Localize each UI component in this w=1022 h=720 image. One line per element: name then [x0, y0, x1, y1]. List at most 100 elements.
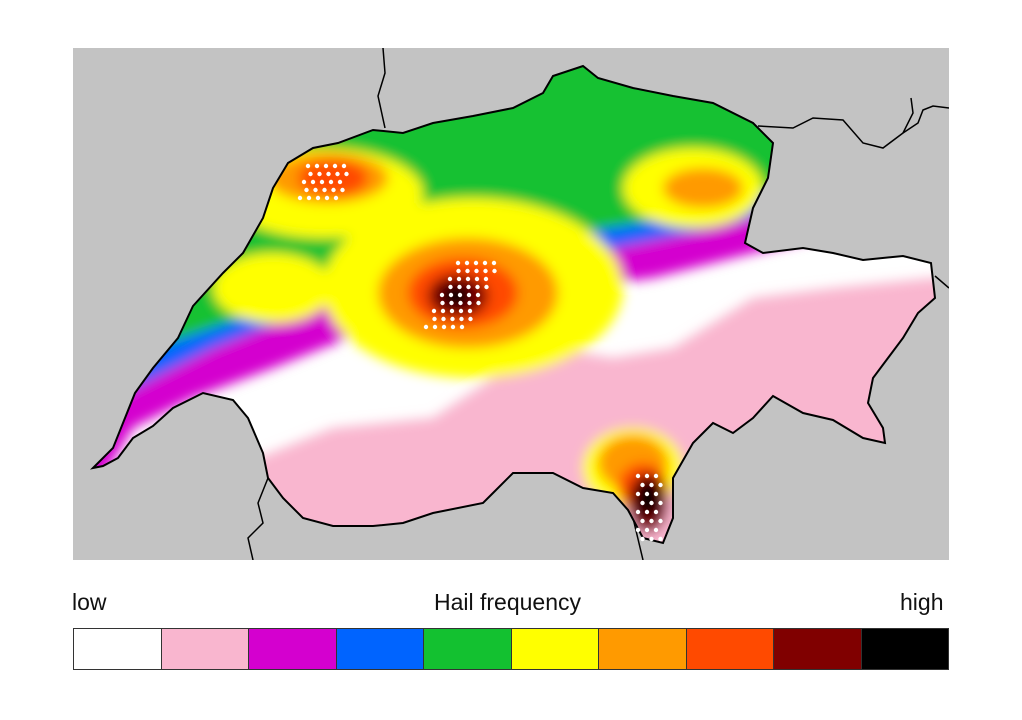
hotspot-central-dot	[473, 260, 479, 266]
hotspot-central-dot	[439, 292, 445, 298]
hotspot-central-dot	[448, 284, 453, 290]
legend-class-6	[599, 629, 687, 669]
color-scale-legend	[73, 628, 949, 670]
hotspot-jura-dot	[305, 163, 311, 169]
hotspot-central-dot	[450, 316, 455, 322]
hotspot-jura-dot	[317, 171, 322, 177]
hotspot-central-dot	[459, 316, 464, 322]
hotspot-central-dot	[475, 292, 481, 298]
hotspot-jura-dot	[331, 187, 336, 193]
hotspot-ticino-dot	[635, 509, 641, 515]
hotspot-ticino-dot	[653, 509, 659, 515]
hotspot-ticino-dot	[640, 536, 645, 542]
hotspot-jura-dot	[341, 163, 347, 169]
hotspot-jura-dot	[310, 179, 316, 185]
hotspot-central-dot	[458, 300, 463, 306]
hotspot-ticino-dot	[635, 527, 641, 533]
hotspot-central-dot	[449, 308, 455, 314]
hotspot-central-dot	[476, 300, 481, 306]
hotspot-jura-dot	[304, 187, 309, 193]
hotspot-ticino-dot	[658, 482, 663, 488]
hotspot-central-dot	[441, 316, 446, 322]
hotspot-jura-dot	[319, 179, 325, 185]
hotspot-ticino-dot	[644, 509, 650, 515]
hotspot-jura-dot	[306, 195, 312, 201]
hotspot-jura-dot	[323, 163, 329, 169]
hotspot-jura-dot	[308, 171, 313, 177]
hotspot-central-dot	[464, 260, 470, 266]
hotspot-central-dot	[474, 276, 480, 282]
hotspot-central-dot	[465, 268, 470, 274]
hotspot-jura-dot	[335, 171, 340, 177]
legend-class-0	[74, 629, 162, 669]
hotspot-central-dot	[432, 324, 438, 330]
hotspot-central-dot	[466, 284, 471, 290]
legend-class-8	[774, 629, 862, 669]
hotspot-central-dot	[484, 284, 489, 290]
hotspot-central-dot	[440, 308, 446, 314]
hotspot-ticino-dot	[635, 473, 641, 479]
hotspot-jura-dot	[326, 171, 331, 177]
hotspot-ticino-dot	[658, 500, 663, 506]
hotspot-jura-dot	[314, 163, 320, 169]
hotspot-central-dot	[483, 276, 489, 282]
hotspot-jura-dot	[322, 187, 327, 193]
hotspot-ticino-dot	[649, 500, 654, 506]
legend-class-4	[424, 629, 512, 669]
hotspot-ticino-dot	[649, 482, 654, 488]
hotspot-ticino-dot	[653, 473, 659, 479]
hotspot-central-dot	[467, 308, 473, 314]
hotspot-central-dot	[440, 300, 445, 306]
hotspot-central-dot	[423, 324, 429, 330]
hotspot-ticino-dot	[640, 518, 645, 524]
hotspot-central-dot	[482, 260, 488, 266]
hotspot-central-dot	[474, 268, 479, 274]
legend-class-2	[249, 629, 337, 669]
legend-high-label: high	[900, 589, 944, 615]
hotspot-ticino-dot	[644, 527, 650, 533]
legend-class-3	[336, 629, 424, 669]
legend-class-7	[686, 629, 774, 669]
hotspot-central-dot	[455, 260, 461, 266]
legend-class-1	[161, 629, 249, 669]
hotspot-central-dot	[431, 308, 437, 314]
hotspot-jura-dot	[315, 195, 321, 201]
legend-class-5	[511, 629, 599, 669]
hail-frequency-map	[73, 48, 949, 560]
hotspot-central-dot	[465, 276, 471, 282]
legend-class-9	[861, 629, 948, 669]
hotspot-jura-dot	[332, 163, 338, 169]
hotspot-ticino-dot	[658, 518, 663, 524]
hotspot-jura-dot	[333, 195, 339, 201]
hotspot-jura-dot	[297, 195, 303, 201]
hotspot-ticino-dot	[649, 536, 654, 542]
hail-field	[93, 66, 935, 543]
hotspot-ticino-dot	[653, 527, 659, 533]
legend-low-label: low	[72, 589, 107, 615]
hotspot-central-dot	[459, 324, 465, 330]
hotspot-central-dot	[447, 276, 453, 282]
hotspot-ticino-dot	[653, 491, 659, 497]
hotspot-central-dot	[467, 300, 472, 306]
hotspot-central-dot	[458, 308, 464, 314]
hotspot-central-dot	[456, 268, 461, 274]
hotspot-central-dot	[475, 284, 480, 290]
hotspot-jura-dot	[301, 179, 307, 185]
hotspot-central-dot	[449, 300, 454, 306]
hotspot-central-dot	[466, 292, 472, 298]
hotspot-central-dot	[456, 276, 462, 282]
hotspot-ticino-dot	[658, 536, 663, 542]
neighbor-borders	[247, 48, 949, 560]
hotspot-central-dot	[457, 284, 462, 290]
hotspot-jura-dot	[328, 179, 334, 185]
hotspot-markers	[297, 163, 663, 542]
hotspot-central-dot	[468, 316, 473, 322]
hotspot-ticino-dot	[640, 482, 645, 488]
hotspot-central-dot	[450, 324, 456, 330]
hotspot-jura-dot	[324, 195, 330, 201]
hotspot-jura-dot	[337, 179, 343, 185]
hotspot-ticino-dot	[640, 500, 645, 506]
hotspot-ticino-dot	[635, 491, 641, 497]
hotspot-central-dot	[448, 292, 454, 298]
hotspot-jura-dot	[313, 187, 318, 193]
